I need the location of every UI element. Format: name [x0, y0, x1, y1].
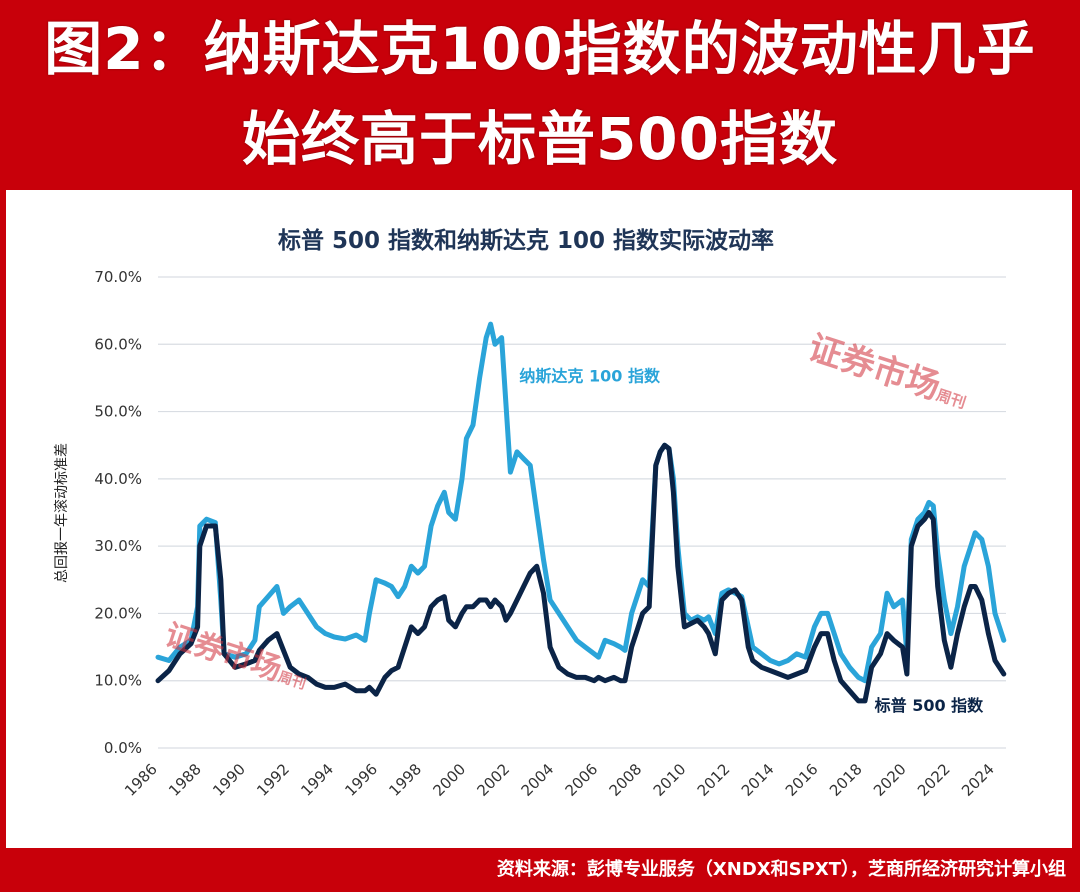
series-line-nasdaq100	[155, 321, 1007, 684]
chart-title: 标普 500 指数和纳斯达克 100 指数实际波动率	[278, 227, 774, 254]
y-tick-label: 30.0%	[94, 537, 142, 555]
source-note: 资料来源：彭博专业服务（XNDX和SPXT），芝商所经济研究计算小组	[496, 859, 1066, 880]
x-tick-label: 2006	[562, 760, 602, 800]
series-group	[155, 321, 1007, 704]
x-tick-label: 2018	[826, 760, 866, 800]
x-tick-label: 2008	[606, 760, 646, 800]
x-tick-label: 1998	[385, 760, 425, 800]
x-tick-label: 2020	[870, 760, 910, 800]
x-tick-label: 2024	[958, 760, 998, 800]
y-tick-label: 10.0%	[94, 672, 142, 690]
x-tick-label: 1992	[253, 760, 293, 800]
figure-title-line2: 始终高于标普500指数	[241, 105, 839, 173]
x-tick-label: 2004	[518, 760, 558, 800]
series-line-sp500	[155, 442, 1007, 704]
series-label: 标普 500 指数	[874, 696, 985, 715]
y-tick-label: 40.0%	[94, 470, 142, 488]
x-tick-label: 1996	[341, 760, 381, 800]
x-tick-label: 2022	[914, 760, 954, 800]
x-tick-label: 1990	[209, 760, 249, 800]
y-tick-label: 20.0%	[94, 604, 142, 622]
chart-panel: 标普 500 指数和纳斯达克 100 指数实际波动率 0.0% 10.0% 20.0…	[6, 190, 1072, 848]
x-tick-label: 2014	[738, 760, 778, 800]
x-tick-label: 1986	[121, 760, 161, 800]
x-tick-label: 2012	[694, 760, 734, 800]
y-axis-ticks: 0.0% 10.0% 20.0% 30.0% 40.0% 50.0% 60.0% 70.0%	[94, 268, 142, 757]
x-tick-label: 1988	[165, 760, 205, 800]
y-tick-label: 0.0%	[104, 739, 142, 757]
y-axis-label: 总回报一年滚动标准差	[53, 443, 70, 583]
y-tick-label: 70.0%	[94, 268, 142, 286]
x-tick-label: 2016	[782, 760, 822, 800]
footer: 资料来源：彭博专业服务（XNDX和SPXT），芝商所经济研究计算小组	[0, 848, 1080, 892]
x-tick-label: 2002	[474, 760, 514, 800]
x-tick-label: 2000	[429, 760, 469, 800]
grid-lines	[158, 276, 1006, 749]
series-label: 纳斯达克 100 指数	[519, 366, 661, 385]
header: 图2：纳斯达克100指数的波动性几乎 始终高于标普500指数	[0, 0, 1080, 190]
figure-title-line1: 图2：纳斯达克100指数的波动性几乎	[44, 15, 1036, 83]
line-chart: 标普 500 指数和纳斯达克 100 指数实际波动率 0.0% 10.0% 20.0…	[53, 227, 1007, 800]
x-axis-ticks: 1986 1988 1990 1992 1994 1996 1998 2000 2002 2004…	[121, 760, 998, 800]
y-tick-label: 50.0%	[94, 403, 142, 421]
y-tick-label: 60.0%	[94, 335, 142, 353]
x-tick-label: 1994	[297, 760, 337, 800]
x-tick-label: 2010	[650, 760, 690, 800]
